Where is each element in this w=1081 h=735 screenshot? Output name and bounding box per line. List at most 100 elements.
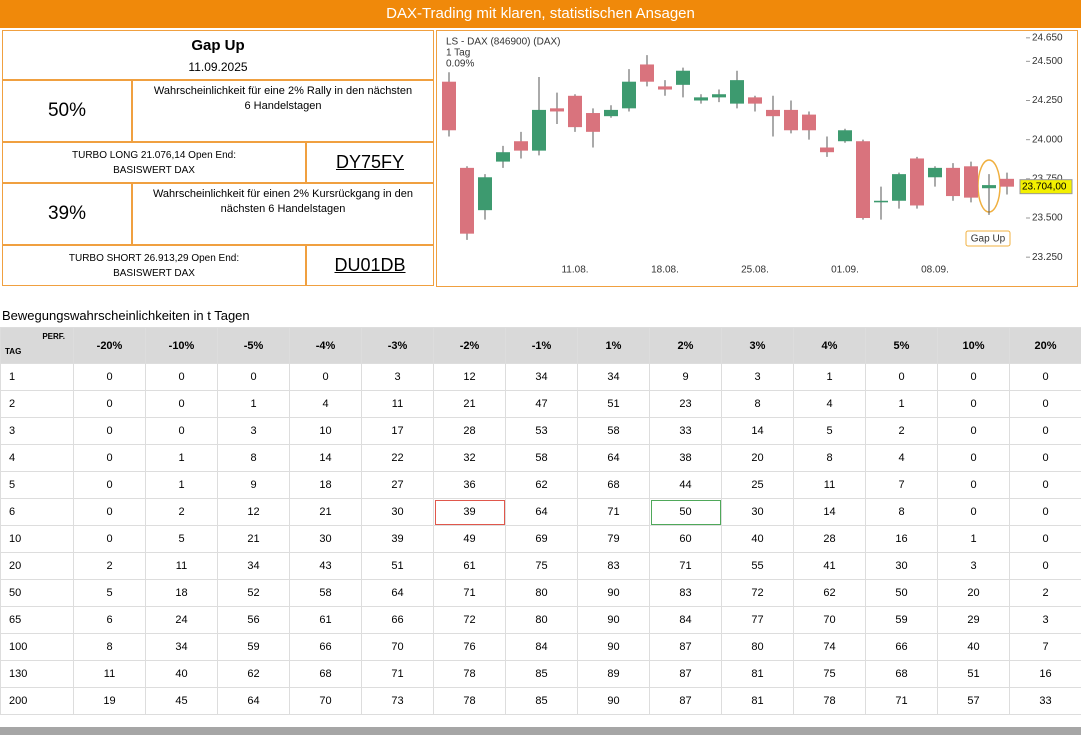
cell: 1: [145, 471, 218, 499]
cell: 0: [1009, 363, 1081, 391]
cell: 0: [73, 498, 146, 526]
cell: 87: [649, 660, 722, 688]
chart-interval: 1 Tag: [446, 48, 470, 59]
row-day: 50: [0, 579, 74, 607]
row-day: 10: [0, 525, 74, 553]
cell: 73: [361, 687, 434, 715]
candle-body: [964, 166, 978, 198]
cell: 30: [289, 525, 362, 553]
description-line: nächsten 6 Handelstagen: [220, 203, 346, 215]
cell: 49: [433, 525, 506, 553]
cell: 50: [649, 498, 722, 526]
cell: 0: [73, 417, 146, 445]
cell: 76: [433, 633, 506, 661]
cell: 20: [721, 444, 794, 472]
cell: 30: [361, 498, 434, 526]
cell: 77: [721, 606, 794, 634]
candle-body: [766, 109, 780, 117]
description: Wahrscheinlichkeit für einen 2% Kursrück…: [132, 183, 434, 245]
candle-body: [658, 86, 672, 90]
chart-frame: [436, 30, 1078, 287]
candle-body: [694, 97, 708, 101]
cell: 0: [1009, 471, 1081, 499]
description-line: Wahrscheinlichkeit für eine 2% Rally in …: [153, 85, 413, 97]
cell: 72: [721, 579, 794, 607]
cell: 0: [1009, 498, 1081, 526]
candle-body: [892, 174, 906, 201]
column-header: -3%: [361, 327, 434, 364]
chart-change: 0.09%: [446, 59, 474, 70]
last-price-label: 23.704,00: [1022, 181, 1067, 192]
cell: 85: [505, 687, 578, 715]
cell: 11: [73, 660, 146, 688]
cell: 69: [505, 525, 578, 553]
cell: 3: [1009, 606, 1081, 634]
cell: 33: [1009, 687, 1081, 715]
cell: 14: [793, 498, 866, 526]
cell: 16: [865, 525, 938, 553]
cell: 0: [73, 525, 146, 553]
row: 200 19 45 64 70 73 78 85 90 87 81 78 71 57 33: [0, 687, 1081, 715]
description-line: 6 Handelstagen: [244, 100, 322, 112]
cell: 0: [937, 498, 1010, 526]
candle-body: [856, 141, 870, 218]
cell: 66: [865, 633, 938, 661]
corner: PERF. TAG: [0, 327, 74, 364]
cell: 53: [505, 417, 578, 445]
cell: 66: [289, 633, 362, 661]
cell: 0: [937, 390, 1010, 418]
cell: 34: [217, 552, 290, 580]
y-tick-label: 23.250: [1032, 252, 1063, 263]
cell: 64: [505, 498, 578, 526]
cell: 21: [433, 390, 506, 418]
cell: 71: [577, 498, 650, 526]
cell: 64: [217, 687, 290, 715]
cell: 71: [865, 687, 938, 715]
cell: 50: [865, 579, 938, 607]
cell: 0: [937, 417, 1010, 445]
cell: 3: [721, 363, 794, 391]
cell: 90: [577, 579, 650, 607]
cell: 87: [649, 633, 722, 661]
cell: 0: [937, 444, 1010, 472]
chart-title: LS - DAX (846900) (DAX): [446, 37, 561, 48]
cell: 36: [433, 471, 506, 499]
x-tick-label: 11.08.: [561, 265, 588, 276]
candle-body: [640, 64, 654, 82]
cell: 5: [145, 525, 218, 553]
cell: 12: [217, 498, 290, 526]
cell: 64: [577, 444, 650, 472]
cell: 3: [217, 417, 290, 445]
row: 20 2 11 34 43 51 61 75 83 71 55 41 30 3 0: [0, 552, 1081, 580]
row-day: 3: [0, 417, 74, 445]
cell: 39: [433, 498, 506, 526]
cell: 71: [361, 660, 434, 688]
cell: 0: [145, 363, 218, 391]
product-code: DY75FY: [306, 142, 434, 183]
candle-body: [820, 147, 834, 153]
signal-date: 11.09.2025: [188, 59, 248, 74]
cell: 83: [649, 579, 722, 607]
candle-body: [478, 177, 492, 211]
cell: 18: [289, 471, 362, 499]
table: PERF. TAG -20% -10% -5% -4% -3% -2% -1% 1% 2% 3% 4% 5…: [0, 327, 1081, 715]
product-code: DU01DB: [306, 245, 434, 286]
cell: 28: [793, 525, 866, 553]
column-header: 1%: [577, 327, 650, 364]
cell: 1: [793, 363, 866, 391]
candle-body: [784, 109, 798, 131]
cell: 34: [505, 363, 578, 391]
cell: 0: [145, 417, 218, 445]
cell: 1: [937, 525, 1010, 553]
cell: 30: [865, 552, 938, 580]
candle-body: [586, 113, 600, 132]
cell: 80: [505, 606, 578, 634]
row-day: 4: [0, 444, 74, 472]
row: 3 0 0 3 10 17 28 53 58 33 14 5 2 0 0: [0, 417, 1081, 445]
cell: 43: [289, 552, 362, 580]
cell: 40: [721, 525, 794, 553]
y-tick-label: 23.500: [1032, 213, 1063, 224]
cell: 80: [721, 633, 794, 661]
candle-body: [676, 70, 690, 85]
y-tick-label: 23.750: [1032, 173, 1063, 184]
